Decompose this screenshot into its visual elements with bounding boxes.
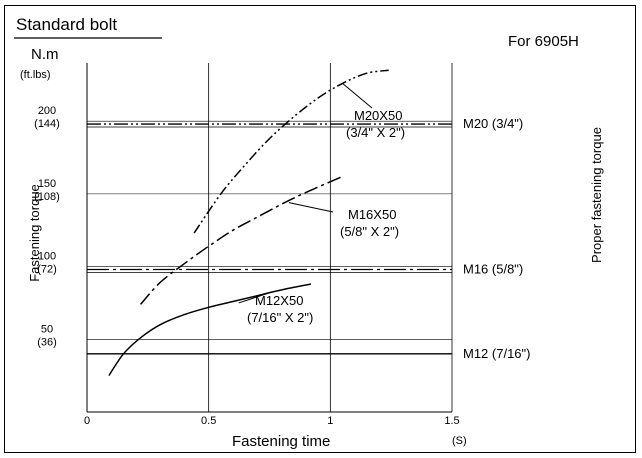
y-tick-label: 100 — [38, 251, 56, 263]
reference-lines-layer — [87, 123, 452, 355]
x-tick-label: 1.5 — [444, 415, 459, 427]
series-line-m16x50 — [139, 175, 343, 305]
reference-line-label: M16 (5/8") — [463, 261, 523, 276]
x-tick-label: 1 — [327, 415, 333, 427]
tick-labels-layer: 0 0.5 1 1.5 200(144) 150(108) 100(72) 50(36) — [34, 105, 459, 427]
series-label-size: (5/8" X 2") — [340, 224, 399, 239]
series-label-name: M16X50 — [348, 207, 396, 222]
series-label-name: M20X50 — [354, 108, 402, 123]
series-line-m20x50 — [193, 69, 389, 234]
y-unit-secondary: (ft.lbs) — [20, 69, 51, 81]
right-axis-label: Proper fastening torque — [589, 127, 604, 263]
series-layer — [108, 69, 389, 377]
y-tick-sublabel: (108) — [34, 191, 60, 203]
chart-title: Standard bolt — [16, 15, 117, 34]
series-leader-line — [238, 291, 273, 304]
y-tick-label: 200 — [38, 105, 56, 117]
x-tick-label: 0 — [84, 415, 90, 427]
series-labels-layer: M20 (3/4") M16 (5/8") M12 (7/16") M12X50 (7/… — [238, 82, 530, 361]
chart-subtitle: For 6905H — [508, 33, 579, 50]
series-label-name: M12X50 — [255, 293, 303, 308]
x-unit: (S) — [452, 435, 467, 447]
x-tick-label: 0.5 — [201, 415, 216, 427]
y-tick-sublabel: (72) — [37, 264, 57, 276]
reference-line-label: M20 (3/4") — [463, 116, 523, 131]
x-axis-label: Fastening time — [232, 433, 330, 450]
y-tick-label: 50 — [41, 323, 53, 335]
y-unit-primary: N.m — [31, 46, 59, 63]
series-label-size: (7/16" X 2") — [247, 310, 313, 325]
chart-frame — [4, 5, 636, 453]
y-axis-label: Fastening torque — [27, 184, 42, 282]
y-tick-sublabel: (144) — [34, 118, 60, 130]
reference-line-label: M12 (7/16") — [463, 346, 530, 361]
series-leader-line — [288, 202, 334, 213]
series-label-size: (3/4" X 2") — [346, 125, 405, 140]
series-leader-line — [342, 82, 373, 109]
y-tick-label: 150 — [38, 178, 56, 190]
y-tick-sublabel: (36) — [37, 336, 57, 348]
